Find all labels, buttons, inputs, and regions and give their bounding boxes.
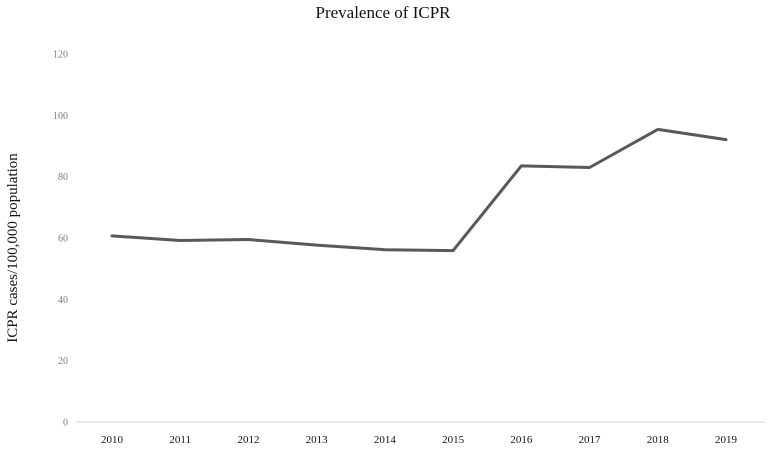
x-tick-label: 2019 [715, 434, 738, 446]
y-tick-label: 60 [58, 234, 68, 245]
y-axis-ticks: 0 20 40 60 80 100 120 [53, 50, 68, 429]
y-tick-label: 120 [53, 50, 68, 61]
x-tick-label: 2015 [442, 434, 465, 446]
x-tick-label: 2013 [306, 434, 329, 446]
series-line [110, 127, 728, 253]
y-tick-label: 40 [58, 295, 68, 306]
x-tick-label: 2011 [169, 434, 191, 446]
x-tick-label: 2010 [101, 434, 124, 446]
y-tick-label: 80 [58, 172, 68, 183]
y-tick-label: 0 [63, 418, 68, 429]
x-tick-label: 2014 [374, 434, 397, 446]
y-tick-label: 20 [58, 356, 68, 367]
y-axis-label: ICPR cases/100,000 population [5, 153, 21, 343]
x-tick-label: 2017 [579, 434, 602, 446]
x-tick-label: 2012 [237, 434, 259, 446]
chart-title: Prevalence of ICPR [315, 3, 451, 22]
x-axis-ticks: 2010 2011 2012 2013 2014 2015 2016 2017 2018 2019 [101, 434, 738, 446]
x-tick-label: 2018 [647, 434, 670, 446]
y-tick-label: 100 [53, 111, 68, 122]
x-tick-label: 2016 [510, 434, 533, 446]
